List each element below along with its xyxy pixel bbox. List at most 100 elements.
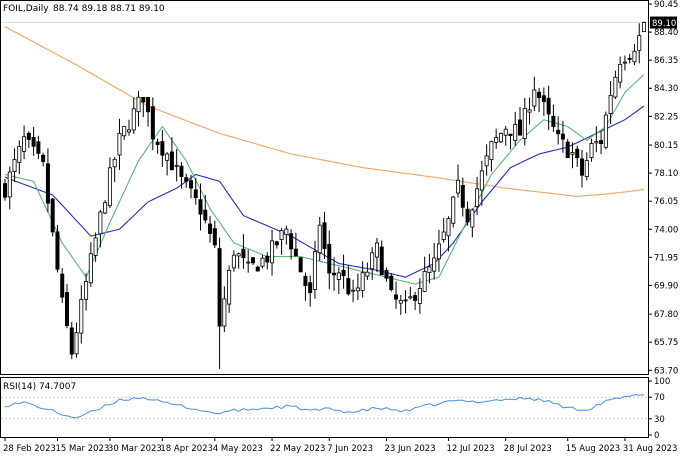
candle-body: [346, 278, 351, 295]
candle-body: [160, 141, 165, 156]
candle-body: [255, 266, 260, 272]
candle-body: [374, 242, 379, 258]
candle-body: [131, 108, 136, 131]
candle-body: [603, 114, 608, 148]
candle-body: [503, 128, 508, 136]
candle-body: [179, 165, 184, 177]
candle-body: [274, 241, 279, 246]
candle-body: [17, 146, 22, 163]
date-tick-label: 31 Aug 2023: [623, 444, 677, 454]
candle-body: [122, 126, 127, 137]
candle-body: [12, 159, 17, 172]
candle-body: [136, 96, 141, 113]
candle-body: [584, 160, 589, 177]
candle-body: [265, 255, 270, 263]
candle-body: [84, 281, 89, 300]
rsi-tick-label: 0: [654, 431, 659, 441]
candle-body: [546, 97, 551, 115]
candle-body: [327, 243, 332, 274]
rsi-tick-label: 70: [654, 393, 665, 403]
candle-body: [432, 257, 437, 272]
date-tick-label: 28 Jul 2023: [504, 444, 552, 454]
candle-body: [618, 63, 623, 83]
candle-body: [107, 167, 112, 207]
price-tick-label: 63.70: [654, 366, 678, 376]
candle-body: [394, 294, 399, 300]
candle-body: [518, 119, 523, 136]
rsi-line: [4, 394, 645, 419]
candle-body: [126, 129, 131, 133]
candle-body: [594, 141, 599, 144]
date-tick-label: 23 Jun 2023: [384, 444, 435, 454]
price-tick-label: 82.25: [654, 112, 678, 122]
candle-body: [112, 158, 117, 168]
candle-body: [117, 132, 122, 156]
date-tick-label: 22 May 2023: [270, 444, 325, 454]
date-tick-label: 7 Jun 2023: [327, 444, 373, 454]
candle-body: [31, 137, 36, 147]
rsi-tick-label: 100: [654, 377, 670, 387]
candle-body: [589, 143, 594, 158]
candle-body: [60, 273, 65, 298]
candle-body: [212, 228, 217, 246]
candle-body: [22, 136, 27, 152]
candle-body: [422, 271, 427, 292]
date-tick-label: 15 Aug 2023: [566, 444, 620, 454]
candle-body: [613, 76, 618, 98]
candle-body: [317, 224, 322, 254]
candle-body: [184, 177, 189, 182]
candle-body: [556, 129, 561, 135]
candle-body: [208, 223, 213, 234]
candle-body: [193, 189, 198, 199]
candle-body: [365, 271, 370, 277]
candle-body: [169, 151, 174, 171]
candle-body: [7, 171, 12, 198]
candle-body: [484, 155, 489, 167]
candle-body: [88, 253, 93, 284]
candle-body: [203, 209, 208, 221]
candle-body: [465, 208, 470, 223]
candle-body: [460, 184, 465, 208]
candle-body: [103, 202, 108, 214]
candle-body: [312, 251, 317, 290]
candle-body: [608, 94, 613, 114]
candle-body: [398, 300, 403, 304]
candle-body: [441, 231, 446, 240]
candle-body: [332, 272, 337, 276]
price-tick-label: 86.35: [654, 56, 678, 66]
last-price-label: 89.10: [652, 19, 676, 29]
candle-body: [575, 148, 580, 159]
sma-mid-line: [4, 74, 645, 285]
candle-body: [3, 183, 8, 198]
candle-body: [165, 153, 170, 161]
candle-body: [26, 132, 31, 140]
symbol-label: FOIL,Daily: [3, 4, 49, 14]
candle-body: [236, 253, 241, 257]
candle-body: [379, 246, 384, 276]
rsi-label: RSI(14) 74.7007: [3, 382, 76, 392]
candle-body: [565, 141, 570, 159]
candle-body: [532, 89, 537, 107]
candle-body: [370, 252, 375, 270]
last-price-badge: [650, 16, 677, 29]
sma-slow-line: [4, 26, 645, 197]
candle-body: [69, 327, 74, 355]
candle-body: [270, 240, 275, 264]
date-tick-label: 4 May 2023: [213, 444, 263, 454]
price-tick-label: 69.90: [654, 281, 678, 291]
candle-body: [570, 152, 575, 155]
candle-body: [508, 133, 513, 137]
candle-body: [355, 287, 360, 292]
candle-body: [150, 106, 155, 140]
price-tick-label: 80.15: [654, 141, 678, 151]
candle-body: [527, 109, 532, 113]
candle-body: [289, 233, 294, 250]
candle-body: [580, 158, 585, 176]
candle-body: [79, 299, 84, 334]
price-tick-label: 76.05: [654, 197, 678, 207]
price-tick-label: 65.75: [654, 338, 678, 348]
candle-body: [494, 137, 499, 143]
candle-body: [322, 222, 327, 249]
